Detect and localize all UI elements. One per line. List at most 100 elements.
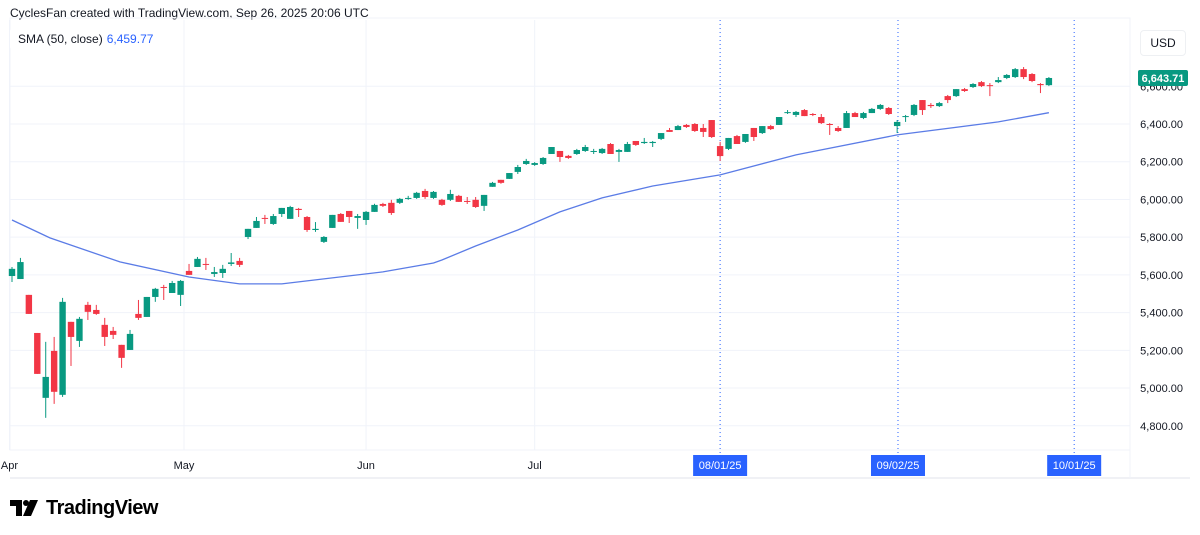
sma-legend[interactable]: SMA (50, close) 6,459.77 xyxy=(10,28,162,50)
y-tick-label: 6,400.00 xyxy=(1140,119,1183,131)
candle-body xyxy=(834,127,842,131)
candle xyxy=(438,198,446,206)
candle-body xyxy=(506,173,513,179)
candle-body xyxy=(329,214,336,228)
candle-body xyxy=(548,147,555,154)
candle xyxy=(624,141,631,152)
candle xyxy=(632,140,640,146)
candle-body xyxy=(253,220,260,228)
candle-body xyxy=(860,113,867,118)
candle xyxy=(185,263,193,275)
candle-body xyxy=(244,228,252,237)
candle xyxy=(480,194,488,211)
candle xyxy=(590,148,597,154)
candle xyxy=(834,126,842,132)
date-marker-label: 09/02/25 xyxy=(877,460,920,472)
candle xyxy=(388,199,395,215)
candle-body xyxy=(1003,74,1010,78)
y-tick-label: 5,200.00 xyxy=(1140,345,1183,357)
candle xyxy=(885,107,892,115)
candle xyxy=(986,83,994,97)
candle-body xyxy=(893,121,901,127)
candle-body xyxy=(25,294,33,314)
candle xyxy=(270,213,277,225)
candle-body xyxy=(700,127,707,132)
candle-body xyxy=(59,301,66,395)
candle xyxy=(143,296,151,317)
candle xyxy=(25,294,33,314)
y-tick-label: 4,800.00 xyxy=(1140,421,1183,433)
brand-name: TradingView xyxy=(46,496,158,519)
candle-body xyxy=(168,282,176,293)
candle-body xyxy=(379,203,387,206)
currency-button[interactable]: USD xyxy=(1140,30,1186,56)
candle xyxy=(902,114,909,122)
candle-body xyxy=(118,344,125,358)
x-tick-label: Jul xyxy=(528,460,542,472)
candle-body xyxy=(143,296,151,317)
candle xyxy=(750,127,758,141)
candle xyxy=(944,94,951,104)
candle-body xyxy=(1045,77,1053,86)
candle xyxy=(253,216,260,228)
candle-body xyxy=(312,228,319,230)
candle xyxy=(371,203,378,212)
candle-body xyxy=(902,116,909,118)
candle xyxy=(244,228,252,240)
candle-body xyxy=(952,89,960,97)
candle-body xyxy=(641,141,648,144)
candle xyxy=(767,124,774,131)
candle xyxy=(354,213,361,229)
candle-body xyxy=(843,113,850,128)
candle xyxy=(598,147,606,154)
candle xyxy=(202,257,210,270)
candle xyxy=(295,207,302,217)
candle xyxy=(8,266,16,283)
candle xyxy=(135,299,142,320)
candle-body xyxy=(489,182,496,187)
candle xyxy=(927,103,935,108)
candle-body xyxy=(826,124,833,125)
candle xyxy=(683,124,690,128)
candle xyxy=(320,236,328,244)
candle xyxy=(708,120,715,138)
sma-legend-label: SMA (50, close) xyxy=(18,32,103,46)
candle xyxy=(910,104,918,117)
candle-body xyxy=(227,262,235,264)
candle xyxy=(472,196,479,208)
date-marker-label: 08/01/25 xyxy=(699,460,742,472)
candle-body xyxy=(278,207,285,214)
candle-body xyxy=(818,117,825,124)
sma-legend-value: 6,459.77 xyxy=(106,32,154,46)
candle-body xyxy=(1037,84,1044,86)
candle-body xyxy=(185,270,193,275)
candle xyxy=(556,150,564,162)
candle xyxy=(860,111,867,120)
candle xyxy=(523,158,530,165)
candle-body xyxy=(160,286,167,288)
candle-body xyxy=(523,160,530,164)
candle xyxy=(877,104,884,110)
candle xyxy=(961,87,968,92)
candle-body xyxy=(775,117,783,125)
candle-body xyxy=(556,150,564,158)
candle xyxy=(447,189,454,201)
candle-body xyxy=(877,104,884,109)
tradingview-logo-icon xyxy=(10,500,38,516)
candle-body xyxy=(1028,74,1036,81)
candle xyxy=(657,133,665,141)
candle-body xyxy=(539,157,547,164)
candle-body xyxy=(986,85,994,87)
candle-body xyxy=(927,104,935,107)
candle-body xyxy=(76,318,83,341)
candle-body xyxy=(716,146,724,157)
candle xyxy=(919,100,926,115)
candle-body xyxy=(969,84,977,88)
candle-body xyxy=(767,126,774,130)
candle xyxy=(59,297,66,397)
candle xyxy=(700,124,707,138)
tradingview-logo[interactable]: TradingView xyxy=(10,496,158,520)
candle xyxy=(742,133,749,143)
candle-body xyxy=(674,126,682,131)
